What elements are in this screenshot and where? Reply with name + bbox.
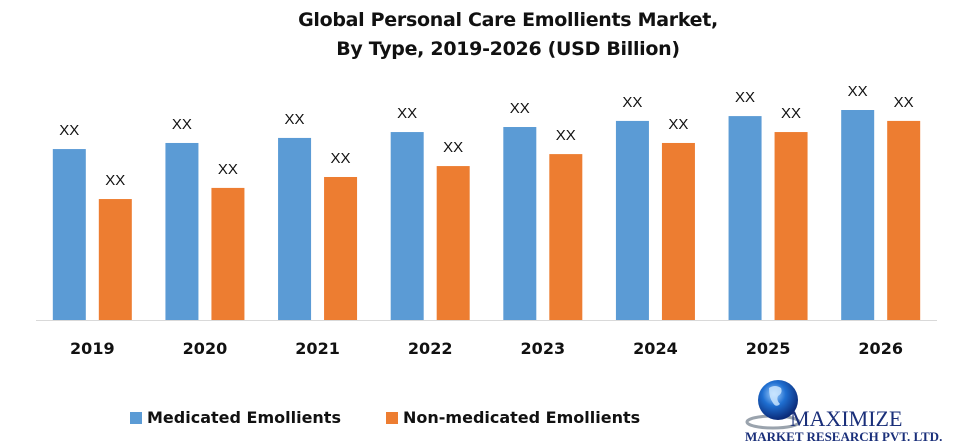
bar-medicated-2019 xyxy=(52,149,86,320)
data-label-non-medicated-2023: XX xyxy=(556,127,576,144)
bar-medicated-2026 xyxy=(841,110,875,320)
bar-non-medicated-2022 xyxy=(436,166,470,320)
chart-title-line-1: Global Personal Care Emollients Market, xyxy=(298,9,718,31)
bar-medicated-2021 xyxy=(278,137,312,320)
x-tick-label-2024: 2024 xyxy=(633,339,678,358)
x-tick-label-2019: 2019 xyxy=(70,339,115,358)
bar-non-medicated-2020 xyxy=(211,187,245,320)
data-label-non-medicated-2025: XX xyxy=(781,105,801,122)
data-label-medicated-2026: XX xyxy=(848,83,868,100)
legend-item-non-medicated: Non-medicated Emollients xyxy=(386,408,640,427)
x-tick-label-2026: 2026 xyxy=(858,339,903,358)
bar-non-medicated-2019 xyxy=(98,199,132,320)
x-tick-labels: 2019 2020 2021 2022 2023 2024 2025 2026 xyxy=(70,339,903,358)
data-label-non-medicated-2026: XX xyxy=(894,94,914,111)
company-logo: MAXIMIZE MARKET RESEARCH PVT. LTD. xyxy=(745,376,958,446)
data-label-non-medicated-2022: XX xyxy=(443,139,463,156)
bar-non-medicated-2021 xyxy=(324,176,358,320)
bar-non-medicated-2025 xyxy=(774,132,808,320)
bar-medicated-2022 xyxy=(390,132,424,320)
bars-group: XX XX XX XX XX XX XX XX XX XX XX XX XX XX XX XX xyxy=(52,83,921,320)
legend-label-medicated: Medicated Emollients xyxy=(147,408,341,427)
x-tick-label-2021: 2021 xyxy=(295,339,340,358)
legend-item-medicated: Medicated Emollients xyxy=(130,408,341,427)
bar-medicated-2024 xyxy=(615,120,649,320)
data-label-non-medicated-2021: XX xyxy=(331,150,351,167)
x-tick-label-2020: 2020 xyxy=(183,339,228,358)
legend-swatch-medicated xyxy=(130,411,142,424)
legend-label-non-medicated: Non-medicated Emollients xyxy=(403,408,641,427)
legend-swatch-non-medicated xyxy=(386,411,398,424)
data-label-non-medicated-2019: XX xyxy=(105,172,125,189)
data-label-non-medicated-2024: XX xyxy=(668,116,688,133)
data-label-medicated-2019: XX xyxy=(59,122,79,139)
bar-non-medicated-2024 xyxy=(661,142,695,320)
data-label-medicated-2024: XX xyxy=(622,94,642,111)
data-label-non-medicated-2020: XX xyxy=(218,161,238,178)
bar-medicated-2020 xyxy=(165,142,199,320)
data-label-medicated-2022: XX xyxy=(397,105,417,122)
chart-title-line-2: By Type, 2019-2026 (USD Billion) xyxy=(336,38,680,60)
globe-icon xyxy=(745,380,801,430)
x-tick-label-2023: 2023 xyxy=(521,339,566,358)
logo-subtitle: MARKET RESEARCH PVT. LTD. xyxy=(745,429,943,444)
chart-title: Global Personal Care Emollients Market, … xyxy=(0,6,958,64)
data-label-medicated-2020: XX xyxy=(172,116,192,133)
bar-non-medicated-2026 xyxy=(887,120,921,320)
x-tick-label-2025: 2025 xyxy=(746,339,791,358)
data-label-medicated-2023: XX xyxy=(510,100,530,117)
data-label-medicated-2025: XX xyxy=(735,89,755,106)
bar-medicated-2025 xyxy=(728,116,762,320)
logo-name: MAXIMIZE xyxy=(790,406,903,431)
data-label-medicated-2021: XX xyxy=(285,111,305,128)
bar-chart: XX XX XX XX XX XX XX XX XX XX XX XX XX XX XX XX 2019 202… xyxy=(36,83,937,358)
bar-non-medicated-2023 xyxy=(549,154,583,320)
bar-medicated-2023 xyxy=(503,127,537,320)
x-tick-label-2022: 2022 xyxy=(408,339,453,358)
